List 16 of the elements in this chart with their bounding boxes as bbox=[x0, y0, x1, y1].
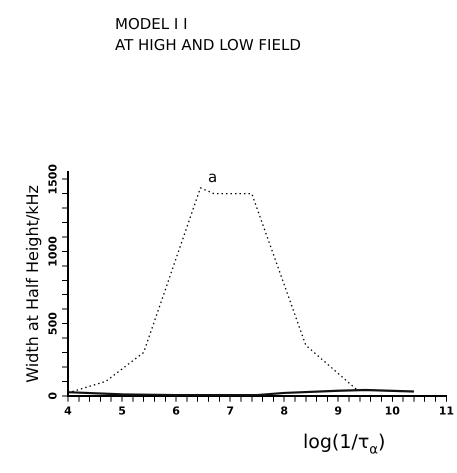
chart-title: MODEL I I bbox=[115, 14, 189, 35]
y-tick-label: 500 bbox=[46, 312, 60, 336]
x-tick-label: 6 bbox=[172, 404, 180, 418]
x-tick-label: 10 bbox=[384, 404, 400, 418]
annotation: a bbox=[208, 168, 218, 186]
x-tick-label: 5 bbox=[118, 404, 126, 418]
x-tick-label: 4 bbox=[64, 404, 72, 418]
y-tick-label: 1000 bbox=[46, 236, 60, 267]
x-tick-label: 7 bbox=[226, 404, 234, 418]
x-tick-label: 9 bbox=[334, 404, 342, 418]
chart-subtitle: AT HIGH AND LOW FIELD bbox=[115, 35, 301, 56]
x-tick-label: 11 bbox=[438, 404, 454, 418]
y-tick-label: 1500 bbox=[46, 164, 60, 195]
y-axis-title: Width at Half Height/kHz bbox=[23, 185, 42, 383]
y-tick-label: 0 bbox=[46, 392, 60, 400]
x-tick-label: 8 bbox=[280, 404, 288, 418]
